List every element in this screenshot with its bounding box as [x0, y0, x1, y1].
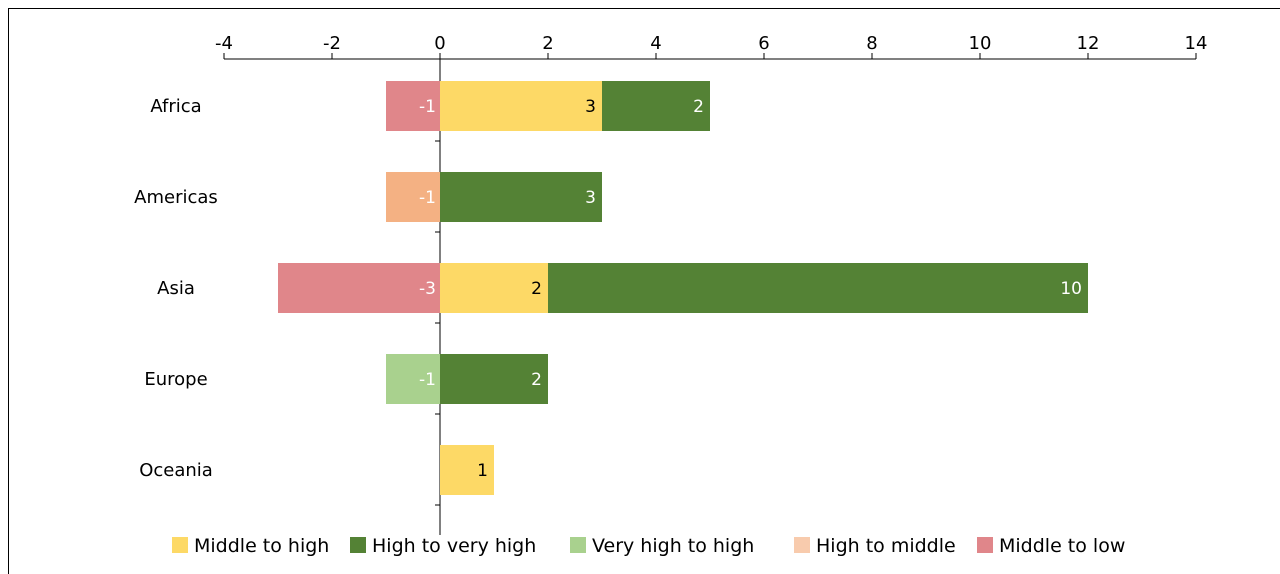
x-tick-label: 6	[758, 33, 769, 54]
bar-data-label: 10	[1060, 279, 1082, 299]
bar-segment	[602, 81, 710, 131]
bar-segment	[386, 354, 440, 404]
bar-data-label: 1	[477, 461, 488, 481]
bar-segment	[440, 445, 494, 495]
bar-segment	[440, 81, 602, 131]
legend-label: Middle to low	[999, 535, 1125, 557]
category-label: Europe	[144, 369, 207, 390]
legend-label: High to middle	[816, 535, 956, 557]
legend-swatch	[977, 537, 993, 553]
bar-segment	[548, 263, 1088, 313]
bar-data-label: -3	[419, 279, 436, 299]
x-tick-label: -2	[323, 33, 341, 54]
bar-data-label: 2	[531, 279, 542, 299]
x-tick-label: 12	[1077, 33, 1100, 54]
x-tick-label: 0	[434, 33, 445, 54]
x-tick-label: 4	[650, 33, 661, 54]
bar-data-label: -1	[419, 97, 436, 117]
x-tick-label: 2	[542, 33, 553, 54]
legend-swatch	[794, 537, 810, 553]
category-label: Americas	[134, 187, 218, 208]
legend-swatch	[570, 537, 586, 553]
x-tick-label: 8	[866, 33, 877, 54]
legend-swatch	[350, 537, 366, 553]
chart-frame	[8, 8, 1280, 574]
legend-label: High to very high	[372, 535, 536, 557]
category-label: Africa	[150, 96, 201, 117]
bar-segment	[440, 263, 548, 313]
bar-data-label: 3	[585, 188, 596, 208]
bar-segment	[278, 263, 440, 313]
legend-swatch	[172, 537, 188, 553]
bar-data-label: 2	[693, 97, 704, 117]
x-tick-label: -4	[215, 33, 233, 54]
bar-segment	[440, 354, 548, 404]
bar-segment	[440, 172, 602, 222]
bar-data-label: -1	[419, 370, 436, 390]
bar-data-label: -1	[419, 188, 436, 208]
bar-data-label: 2	[531, 370, 542, 390]
legend-label: Very high to high	[592, 535, 754, 557]
bar-segment	[386, 172, 440, 222]
bar-data-label: 3	[585, 97, 596, 117]
category-label: Oceania	[139, 460, 213, 481]
x-tick-label: 14	[1185, 33, 1208, 54]
legend-label: Middle to high	[194, 535, 329, 557]
category-label: Asia	[157, 278, 195, 299]
bar-segment	[386, 81, 440, 131]
x-tick-label: 10	[969, 33, 992, 54]
